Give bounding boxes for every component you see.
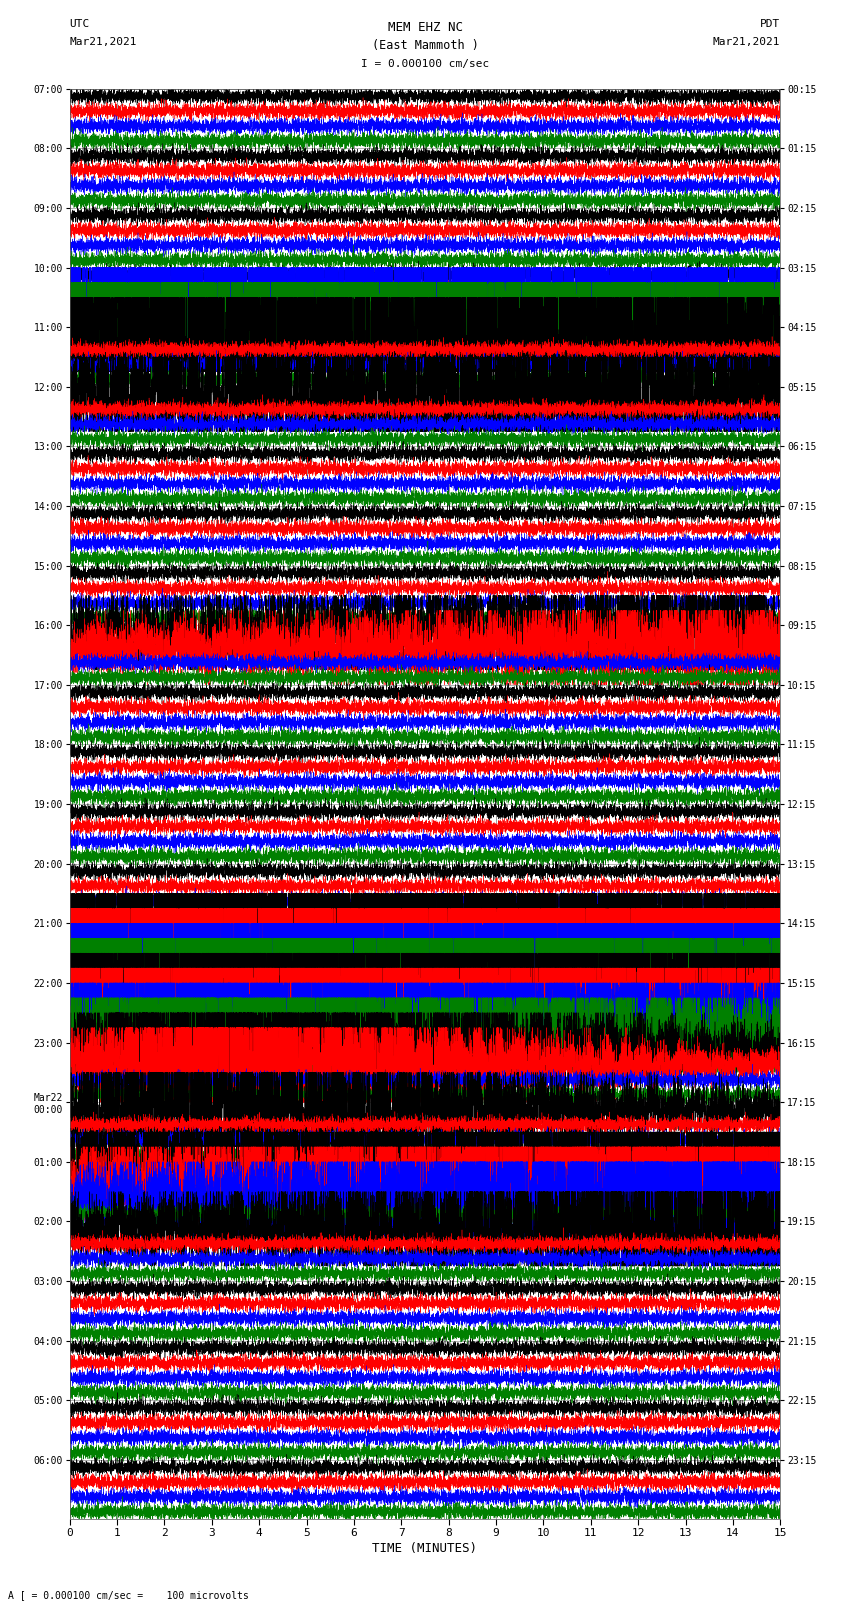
- Text: I = 0.000100 cm/sec: I = 0.000100 cm/sec: [361, 60, 489, 69]
- Text: UTC: UTC: [70, 19, 90, 29]
- Text: Mar21,2021: Mar21,2021: [713, 37, 780, 47]
- Text: MEM EHZ NC: MEM EHZ NC: [388, 21, 462, 34]
- Text: (East Mammoth ): (East Mammoth ): [371, 39, 479, 52]
- Text: PDT: PDT: [760, 19, 780, 29]
- X-axis label: TIME (MINUTES): TIME (MINUTES): [372, 1542, 478, 1555]
- Text: A [ = 0.000100 cm/sec =    100 microvolts: A [ = 0.000100 cm/sec = 100 microvolts: [8, 1590, 249, 1600]
- Text: Mar21,2021: Mar21,2021: [70, 37, 137, 47]
